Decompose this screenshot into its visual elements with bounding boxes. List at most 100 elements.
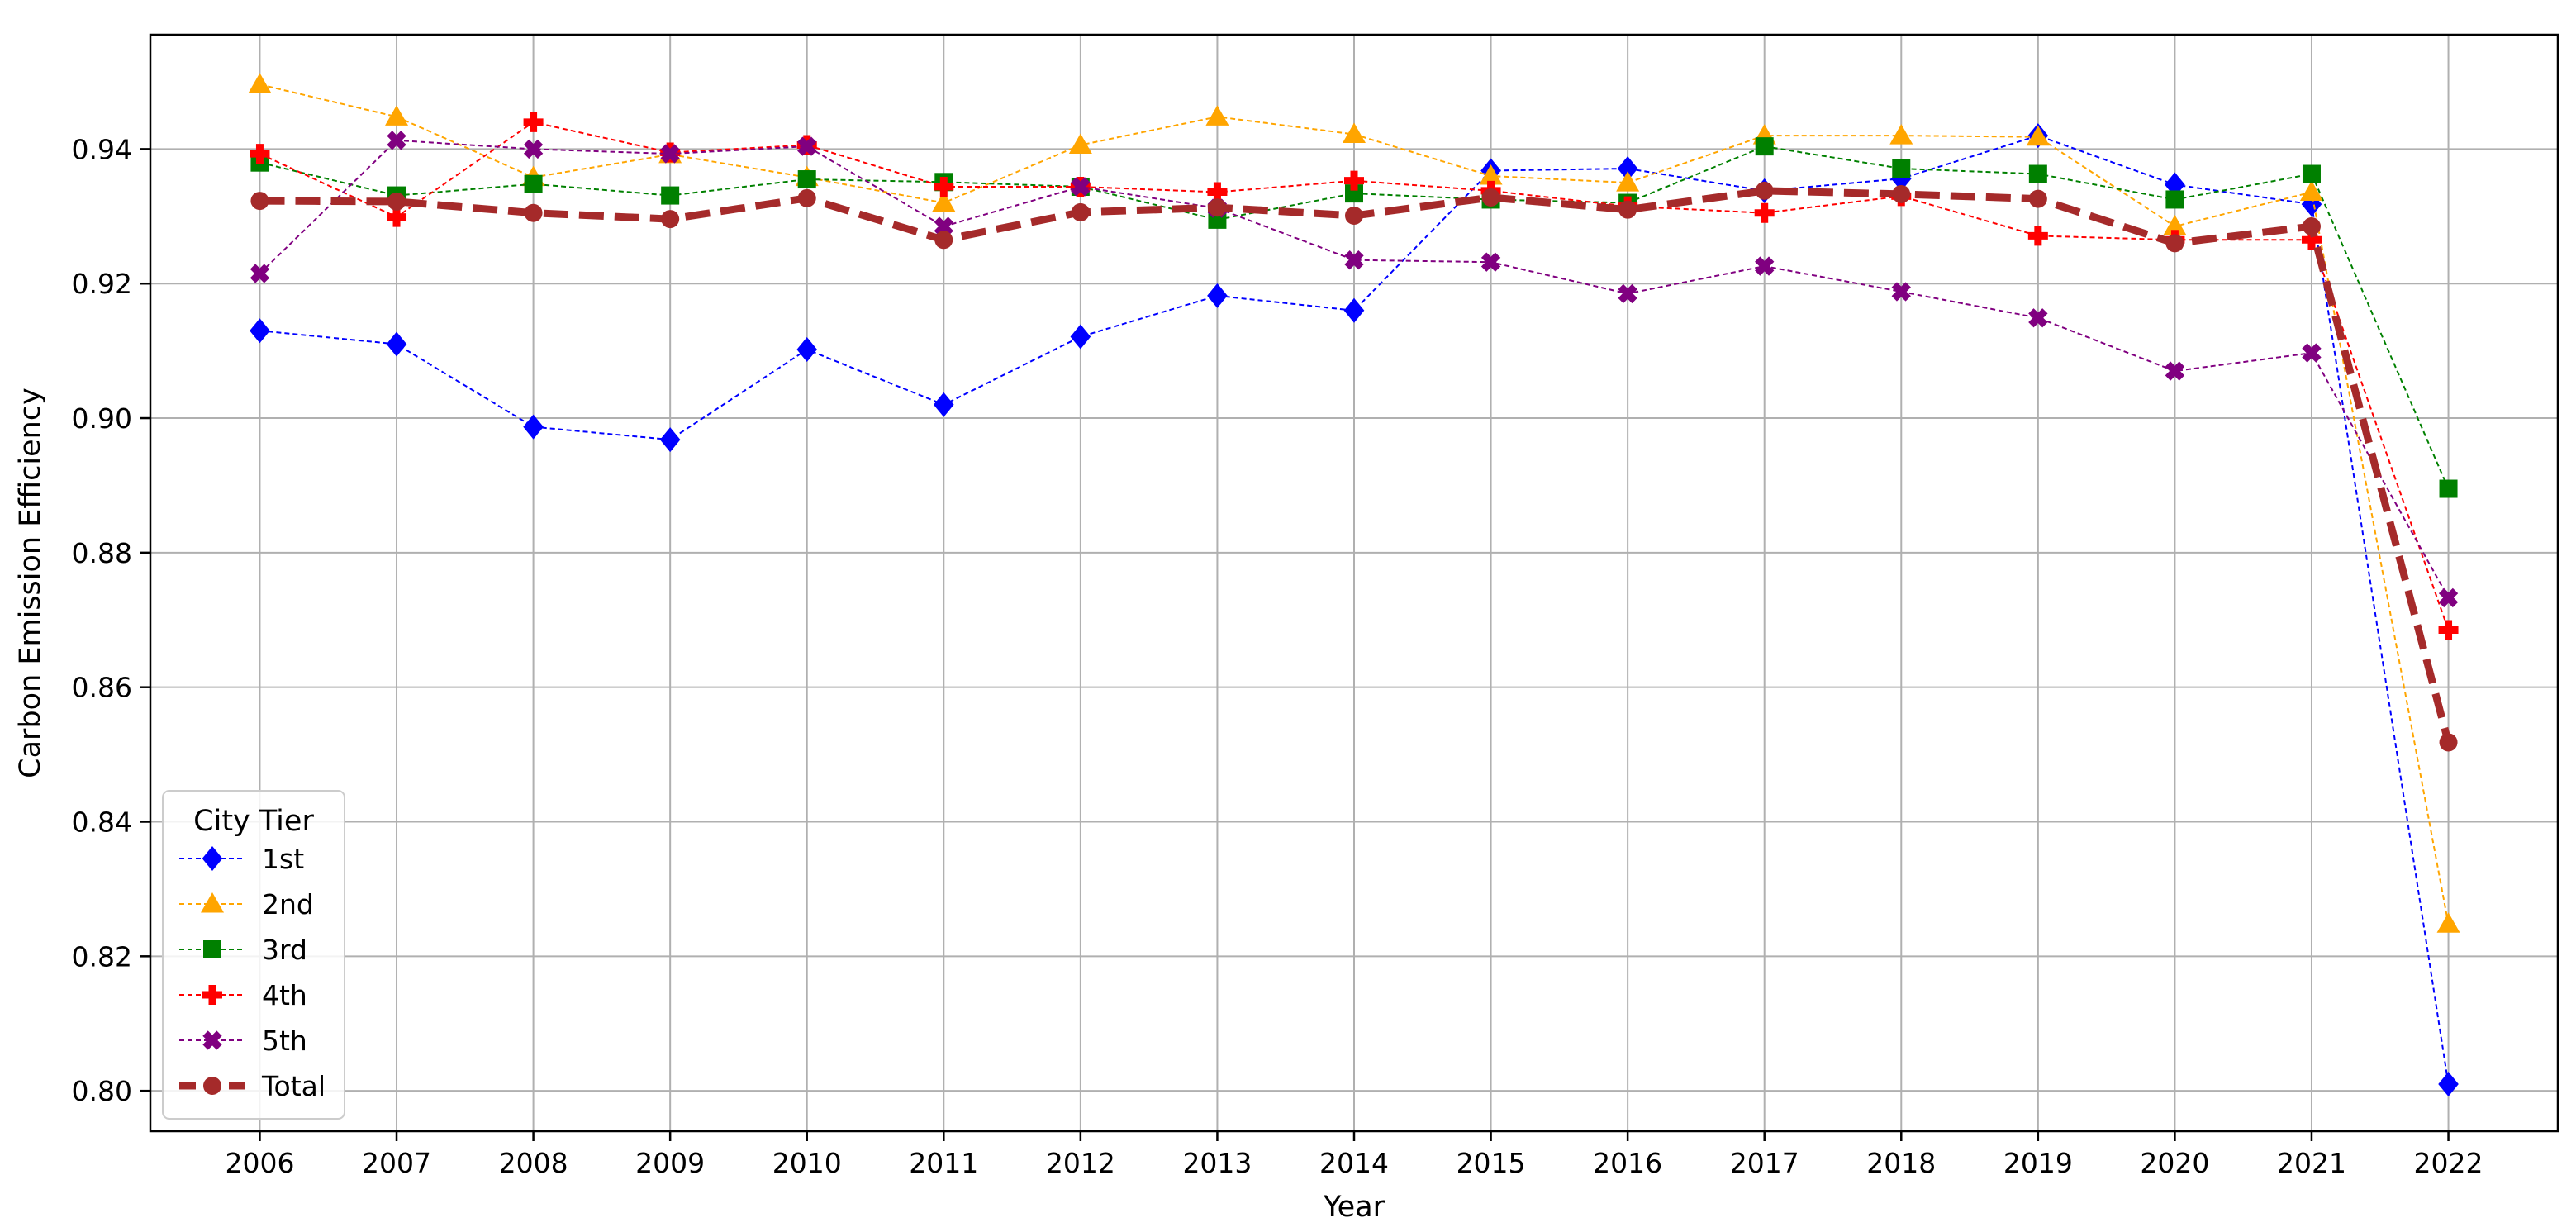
series-line-4th	[259, 121, 2450, 630]
point-5th-shape	[2438, 587, 2459, 608]
legend-label-1st: 1st	[262, 843, 304, 875]
point-4th	[387, 207, 407, 227]
point-5th	[1480, 252, 1501, 272]
point-1st	[1070, 324, 1091, 350]
point-5th	[2302, 343, 2322, 363]
x-tick-label: 2012	[1046, 1147, 1115, 1179]
point-3rd	[2439, 479, 2458, 498]
point-5th	[2028, 308, 2048, 328]
point-5th	[250, 264, 270, 283]
point-2nd	[932, 191, 956, 212]
point-5th	[1344, 250, 1364, 270]
point-4th	[1754, 202, 1775, 223]
point-5th-shape	[1755, 256, 1775, 276]
point-1st	[659, 427, 681, 453]
legend-label-total: Total	[261, 1070, 326, 1102]
point-5th-shape	[797, 136, 817, 156]
y-tick-label: 0.90	[72, 402, 132, 435]
legend: City Tier 1st 2nd 3rd 4th 5th Total	[162, 790, 345, 1120]
point-3rd	[2165, 190, 2184, 209]
point-4th	[2027, 226, 2048, 246]
point-total	[934, 231, 953, 250]
point-2nd	[1343, 122, 1366, 143]
legend-marker-5th	[202, 1030, 222, 1050]
series-line-1st	[259, 135, 2450, 1085]
y-tick-label: 0.82	[72, 940, 132, 973]
legend-item-5th: 5th	[179, 1025, 307, 1057]
point-3rd	[661, 186, 680, 205]
x-tick-label: 2019	[2003, 1147, 2073, 1179]
point-4th	[2301, 230, 2322, 250]
point-2nd	[248, 73, 272, 93]
legend-marker-3rd	[203, 940, 221, 958]
point-total	[1618, 200, 1637, 219]
point-5th	[797, 136, 817, 156]
point-5th-shape	[1071, 177, 1091, 197]
x-tick-label: 2017	[1730, 1147, 1799, 1179]
point-4th	[250, 144, 270, 164]
point-3rd	[524, 174, 543, 193]
point-2nd	[385, 105, 409, 126]
point-4th	[2438, 620, 2459, 640]
legend-label-2nd: 2nd	[262, 888, 314, 920]
legend-item-3rd: 3rd	[179, 934, 307, 966]
legend-title: City Tier	[193, 805, 314, 838]
legend-item-1st: 1st	[179, 843, 304, 875]
point-total	[2439, 733, 2458, 752]
point-total	[1481, 188, 1500, 207]
point-5th	[934, 216, 953, 236]
point-1st	[386, 331, 407, 357]
x-tick-label: 2013	[1182, 1147, 1252, 1179]
point-1st	[796, 337, 818, 363]
point-total	[1892, 184, 1911, 203]
point-4th	[1207, 182, 1228, 202]
point-2nd	[1479, 164, 1503, 185]
point-total	[1208, 198, 1227, 217]
point-2nd	[2299, 180, 2323, 202]
point-1st	[933, 392, 954, 417]
x-tick-label: 2021	[2277, 1147, 2346, 1179]
point-5th-shape	[387, 131, 406, 150]
legend-marker-4th	[202, 985, 222, 1005]
legend-item-2nd: 2nd	[179, 888, 314, 920]
y-tick-label: 0.80	[72, 1075, 132, 1107]
point-total	[797, 188, 816, 207]
legend-marker-5th-shape	[202, 1030, 222, 1050]
point-total	[2165, 234, 2184, 253]
point-2nd	[2026, 125, 2050, 146]
point-1st	[523, 414, 544, 440]
point-5th	[1071, 177, 1091, 197]
y-tick-label: 0.92	[72, 268, 132, 300]
point-1st	[1617, 156, 1638, 182]
point-1st	[2301, 192, 2322, 217]
legend-marker-1st	[202, 846, 223, 871]
point-total	[524, 203, 543, 222]
point-3rd	[1755, 137, 1774, 156]
axis-ticks: 2006 2007 2008 2009 2010 2011 2012 2013 2014 2015…	[72, 133, 2483, 1179]
point-5th	[1891, 282, 1911, 302]
point-total	[1071, 202, 1090, 221]
legend-marker-total	[203, 1077, 221, 1095]
point-5th-shape	[1618, 283, 1637, 304]
point-1st	[1343, 297, 1365, 323]
legend-item-total: Total	[179, 1070, 326, 1102]
point-3rd	[2028, 164, 2047, 183]
point-2nd	[1205, 105, 1229, 126]
x-tick-label: 2007	[362, 1147, 431, 1179]
point-5th	[2438, 587, 2459, 608]
point-total	[250, 192, 269, 211]
point-4th	[523, 112, 544, 132]
x-tick-label: 2014	[1319, 1147, 1389, 1179]
point-2nd	[1889, 124, 1913, 145]
point-5th-shape	[2028, 308, 2048, 328]
legend-marker-2nd	[201, 892, 224, 913]
point-2nd	[2436, 912, 2460, 933]
point-total	[387, 192, 406, 211]
point-total	[1345, 206, 1363, 225]
point-3rd	[797, 170, 816, 189]
point-4th	[934, 176, 954, 197]
point-5th	[387, 131, 406, 150]
